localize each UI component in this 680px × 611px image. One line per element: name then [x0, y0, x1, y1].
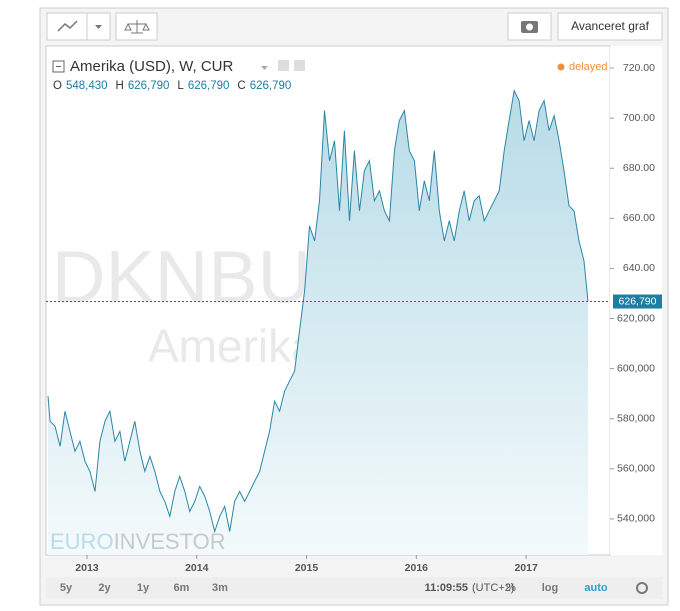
logo: EUROINVESTOR [50, 529, 226, 554]
ohlc-value: 626,790 [250, 80, 292, 92]
legend-title: Amerika (USD), W, CUR [70, 58, 234, 75]
plot [46, 88, 610, 555]
bottom-bar [46, 577, 662, 599]
status-dot [557, 63, 565, 71]
clock: 11:09:55 [425, 582, 468, 594]
ohlc-key: O [53, 80, 62, 92]
y-tick-label: 620,000 [617, 312, 655, 324]
bottom-controls: 5y 2y 1y 6m 3m% log auto [60, 582, 608, 594]
option-button[interactable]: auto [584, 582, 608, 594]
ohlc-value: 626,790 [188, 80, 230, 92]
y-tick-label: 600,000 [617, 362, 655, 374]
x-tick-label: 2014 [185, 562, 209, 574]
option-button[interactable]: log [542, 582, 559, 594]
range-button[interactable]: 3m [212, 582, 228, 594]
ohlc-key: H [116, 80, 124, 92]
y-tick-label: 720.00 [623, 62, 655, 74]
range-button[interactable]: 5y [60, 582, 73, 594]
ohlc-value: 626,790 [128, 80, 170, 92]
timezone: (UTC+2) [472, 582, 514, 594]
advanced-label: Avanceret graf [571, 19, 649, 33]
ohlc-key: L [177, 80, 184, 92]
settings-icon[interactable] [278, 60, 289, 71]
status: delayed [569, 61, 608, 73]
range-button[interactable]: 2y [98, 582, 111, 594]
caret [95, 25, 102, 29]
price-line [47, 88, 589, 534]
scale-icon [124, 20, 150, 34]
y-tick-label: 660.00 [623, 212, 655, 224]
y-tick-label: 560,000 [617, 463, 655, 475]
logo-a: EURO [50, 529, 114, 554]
camera-lens [526, 23, 533, 31]
advanced-button[interactable] [557, 12, 663, 41]
x-tick-label: 2016 [405, 562, 429, 574]
y-tick-label: 640.00 [623, 262, 655, 274]
ohlc: O 548,430 H 626,790 L 626,790 C 626,790 [53, 80, 291, 92]
y-tick-label: 580,000 [617, 413, 655, 425]
last-price-badge [613, 294, 662, 309]
logo-b: INVESTOR [114, 529, 226, 554]
range-button[interactable]: 1y [137, 582, 150, 594]
x-tick-label: 2015 [295, 562, 319, 574]
close-icon[interactable] [294, 60, 305, 71]
range-button[interactable]: 6m [174, 582, 190, 594]
ohlc-key: C [237, 80, 245, 92]
x-tick-label: 2013 [75, 562, 99, 574]
y-tick-label: 540,000 [617, 513, 655, 525]
legend-caret [261, 66, 268, 70]
y-tick-label: 680.00 [623, 162, 655, 174]
gear-icon[interactable] [636, 582, 648, 594]
x-tick-label: 2017 [514, 562, 538, 574]
last-price-label: 626,790 [619, 295, 657, 307]
area [47, 90, 589, 555]
y-tick-label: 700.00 [623, 112, 655, 124]
ohlc-value: 548,430 [66, 80, 108, 92]
line-icon [57, 20, 78, 32]
option-button[interactable]: % [506, 582, 516, 594]
